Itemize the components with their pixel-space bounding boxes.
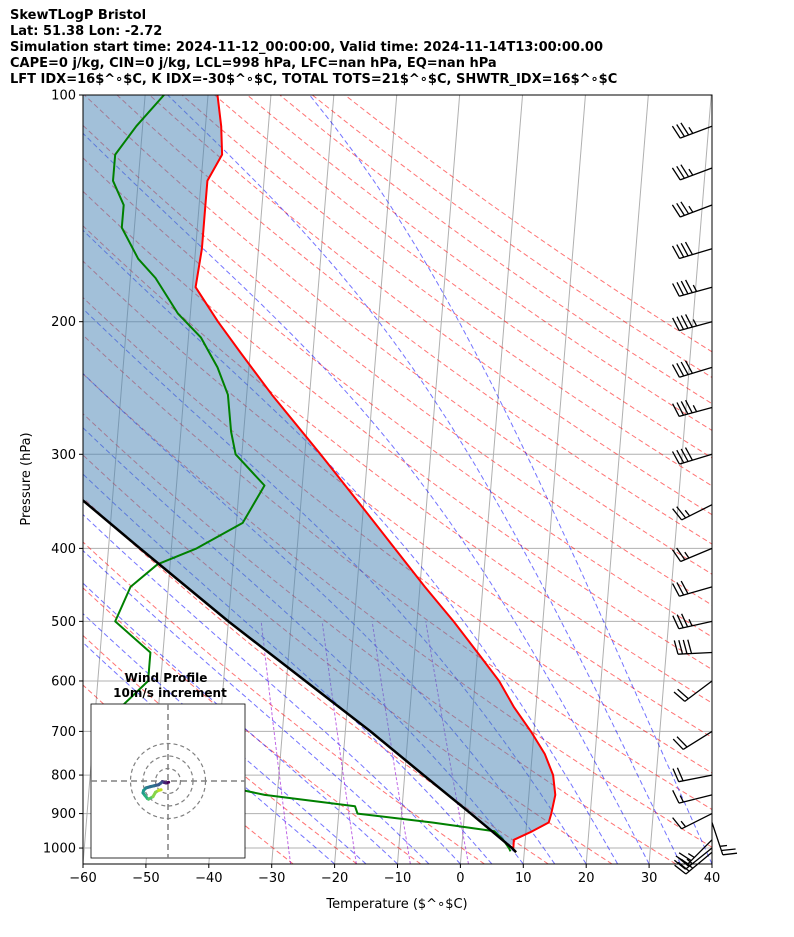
x-tick-label: 30 xyxy=(641,871,658,886)
moist-adiabat xyxy=(167,95,681,864)
y-tick-label: 1000 xyxy=(43,842,76,857)
plot-frame xyxy=(82,94,713,865)
chart-title: SkewTLogP Bristol xyxy=(10,8,147,23)
chart-title-block: SkewTLogP Bristol Lat: 51.38 Lon: -2.72 … xyxy=(10,8,617,88)
x-tick-label: −30 xyxy=(258,871,285,886)
hodograph-segment xyxy=(157,788,163,792)
dry-adiabat xyxy=(181,95,712,487)
wind-barb xyxy=(671,241,713,260)
wind-barb xyxy=(672,813,713,830)
y-tick-label: 500 xyxy=(51,615,76,630)
parcel-line xyxy=(83,498,518,854)
profile-lines xyxy=(83,95,557,854)
y-tick-label: 200 xyxy=(51,315,76,330)
wind-barb xyxy=(672,279,713,297)
plot-area xyxy=(0,95,712,864)
isotherm-line xyxy=(711,857,712,864)
isotherm-line xyxy=(585,95,649,864)
mixing-ratio-line xyxy=(371,621,411,864)
temperature-line xyxy=(194,95,557,849)
y-tick-label: 600 xyxy=(51,674,76,689)
wind-barb xyxy=(672,730,713,750)
hodograph: Wind Profile 10m/s increment xyxy=(90,671,246,859)
cape-text: CAPE=0 j/kg, CIN=0 j/kg, LCL=998 hPa, LF… xyxy=(10,56,497,71)
wind-barb xyxy=(711,822,738,856)
wind-barb xyxy=(672,504,713,521)
moist-adiabat xyxy=(83,612,367,864)
dewpoint-line xyxy=(105,95,512,852)
x-tick-label: 10 xyxy=(515,871,532,886)
y-tick-label: 300 xyxy=(51,448,76,463)
time-text: Simulation start time: 2024-11-12_00:00:… xyxy=(10,40,603,55)
cape-cin-fill xyxy=(83,95,556,845)
hodograph-subtitle: 10m/s increment xyxy=(113,686,227,700)
location-text: Lat: 51.38 Lon: -2.72 xyxy=(10,24,163,39)
mixing-ratio-line xyxy=(321,621,357,864)
y-tick-label: 800 xyxy=(51,769,76,784)
parcel-fill xyxy=(83,95,556,845)
wind-barbs xyxy=(671,122,738,875)
isotherm-line xyxy=(0,95,19,864)
dry-adiabat xyxy=(83,225,712,704)
x-tick-label: −10 xyxy=(384,871,411,886)
wind-barb xyxy=(672,790,713,804)
wind-barb xyxy=(672,314,713,332)
wind-barb xyxy=(671,122,713,139)
wind-barb xyxy=(671,201,713,218)
dry-adiabat xyxy=(83,587,422,864)
wind-barb xyxy=(674,851,713,875)
dry-adiabat xyxy=(83,124,712,606)
x-tick-label: 20 xyxy=(578,871,595,886)
index-text: LFT IDX=16$^∘$C, K IDX=-30$^∘$C, TOTAL T… xyxy=(10,72,618,87)
x-axis-label: Temperature ($^∘$C) xyxy=(325,897,467,912)
isotherm-line xyxy=(648,95,712,864)
wind-barb xyxy=(672,580,713,597)
dry-adiabat xyxy=(83,190,712,671)
wind-barb xyxy=(671,360,713,378)
isotherm-line xyxy=(334,95,398,864)
dry-adiabat xyxy=(83,413,677,864)
wind-barb xyxy=(672,613,713,630)
x-tick-label: −40 xyxy=(195,871,222,886)
y-tick-label: 400 xyxy=(51,542,76,557)
y-tick-label: 700 xyxy=(51,725,76,740)
x-tick-label: −60 xyxy=(69,871,96,886)
wind-barb xyxy=(673,847,713,870)
wind-barb xyxy=(672,399,713,418)
moist-adiabat xyxy=(83,132,650,864)
hodograph-plot xyxy=(91,704,245,858)
axis-ticks: −60 −50 −40 −30 −20 −10 0 10 20 30 40 100 200 300 400 5… xyxy=(43,89,720,887)
wind-barb xyxy=(671,447,713,465)
dry-adiabat xyxy=(149,95,712,516)
y-axis-label: Pressure (hPa) xyxy=(19,432,34,525)
moist-adiabat xyxy=(83,582,398,864)
x-tick-label: 40 xyxy=(704,871,721,886)
wind-barb xyxy=(671,164,713,181)
moist-adiabat xyxy=(83,513,461,864)
wind-barb xyxy=(671,547,713,563)
hodograph-title: Wind Profile xyxy=(125,671,208,685)
x-tick-label: −20 xyxy=(321,871,348,886)
wind-barb xyxy=(673,639,713,655)
wind-barb xyxy=(675,839,713,865)
wind-barb xyxy=(672,767,713,783)
mixing-ratio-line xyxy=(260,621,292,864)
wind-barb xyxy=(673,680,713,702)
dry-adiabat xyxy=(84,95,712,575)
moist-adiabat xyxy=(83,641,335,864)
y-tick-label: 100 xyxy=(51,89,76,104)
moist-adiabat xyxy=(309,95,712,864)
y-tick-label: 900 xyxy=(51,807,76,822)
dry-adiabat xyxy=(246,95,712,432)
x-tick-label: −50 xyxy=(132,871,159,886)
x-tick-label: 0 xyxy=(456,871,464,886)
